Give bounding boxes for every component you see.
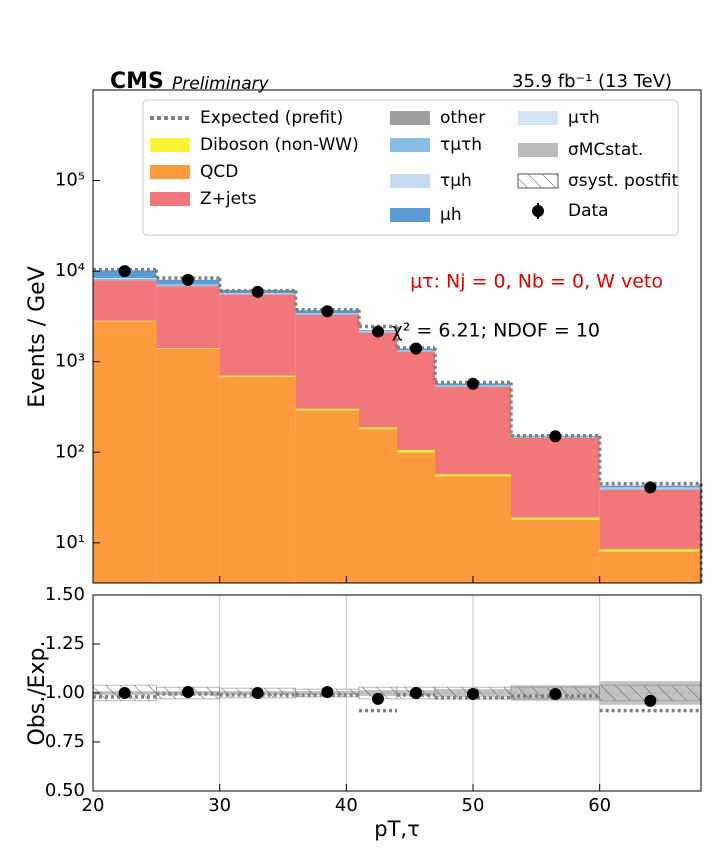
x-tick-label: 40: [335, 795, 358, 816]
x-axis-title: pT,τ: [374, 817, 419, 841]
y-tick-label: 10²: [55, 441, 85, 462]
legend-swatch: [518, 111, 558, 125]
stack-bar: [156, 349, 220, 583]
ratio-y-tick-label: 1.00: [45, 682, 85, 703]
legend-swatch: [390, 138, 430, 152]
stack-bar: [359, 427, 397, 430]
stack-bar: [511, 519, 600, 583]
legend-swatch: [517, 173, 559, 189]
legend-label: Diboson (non-WW): [200, 135, 359, 155]
legend-label: Expected (prefit): [200, 108, 343, 128]
ratio-y-tick-label: 1.25: [45, 633, 85, 654]
stack-bar: [219, 375, 296, 377]
stack-bar: [397, 351, 435, 450]
stack-bar: [295, 314, 359, 409]
legend-label: σsyst. postfit: [568, 171, 678, 191]
stack-bar: [599, 549, 701, 552]
ratio-y-axis-title: Obs./Exp.: [25, 640, 50, 745]
ratio-point: [118, 687, 131, 699]
stack-bar: [156, 348, 220, 350]
legend-label: other: [440, 108, 485, 128]
stack-bar: [93, 278, 157, 281]
ratio-point: [644, 694, 657, 707]
legend-label: τμh: [440, 171, 472, 191]
ratio-point: [372, 692, 384, 705]
stack-bar: [435, 386, 511, 475]
legend-box: [142, 99, 679, 236]
data-point: [549, 430, 562, 443]
legend-swatch: [150, 138, 190, 152]
x-tick-label: 60: [588, 795, 611, 816]
data-point: [372, 325, 384, 338]
lumi-label: 35.9 fb⁻¹ (13 TeV): [512, 71, 672, 92]
legend-label: μτh: [568, 108, 600, 128]
legend-swatch: [518, 143, 558, 157]
data-point: [182, 273, 194, 286]
legend-label: μh: [440, 205, 462, 225]
annotation: χ² = 6.21; NDOF = 10: [392, 320, 600, 342]
stack-bar: [397, 449, 435, 453]
stack-bar: [156, 286, 220, 349]
annotation: μτ: Nj = 0, Nb = 0, W veto: [410, 271, 663, 293]
data-point: [644, 481, 657, 494]
stack-bar: [359, 429, 397, 583]
ratio-y-tick-label: 1.50: [45, 584, 85, 605]
legend-swatch: [390, 208, 430, 222]
stack-bar: [511, 517, 600, 520]
y-tick-label: 10³: [55, 351, 85, 372]
y-tick-label: 10⁵: [55, 170, 85, 191]
plot-frame: [92, 89, 702, 584]
stack-bar: [435, 474, 511, 477]
x-tick-label: 30: [208, 795, 231, 816]
y-axis-title: Events / GeV: [25, 266, 50, 408]
ratio-y-tick-label: 0.75: [45, 731, 85, 752]
ratio-point: [321, 686, 334, 699]
legend-label: QCD: [200, 162, 238, 182]
stack-bar: [219, 376, 296, 583]
ratio-point: [410, 687, 422, 699]
stack-bar: [359, 332, 397, 428]
data-point: [251, 285, 264, 298]
stack-bar: [511, 437, 600, 518]
data-point: [410, 342, 422, 355]
stack-bar: [93, 321, 157, 583]
y-tick-label: 10¹: [55, 532, 85, 553]
legend-label: Data: [568, 201, 609, 221]
stack-bar: [219, 294, 296, 376]
ratio-point: [467, 687, 479, 700]
stack-bar: [435, 476, 511, 583]
data-point: [118, 265, 131, 278]
chart-subtitle: Preliminary: [172, 74, 270, 94]
ratio-point: [182, 686, 194, 699]
x-tick-label: 20: [82, 795, 105, 816]
stack-bar: [93, 280, 157, 321]
legend-swatch: [390, 111, 430, 125]
stack-bar: [599, 551, 701, 583]
legend-label: Z+jets: [200, 189, 257, 209]
legend-swatch: [150, 192, 190, 206]
x-tick-label: 50: [462, 795, 485, 816]
stack-bar: [295, 410, 359, 583]
legend-label: σMCstat.: [568, 140, 643, 160]
data-point: [467, 377, 479, 390]
y-tick-label: 10⁴: [55, 260, 85, 281]
stack-bar: [599, 489, 701, 550]
stack-bar: [397, 452, 435, 583]
legend-label: τμτh: [440, 135, 482, 155]
legend-swatch: [390, 174, 430, 188]
ratio-y-tick-label: 0.50: [45, 780, 85, 801]
data-point: [321, 305, 334, 318]
stack-bar: [295, 408, 359, 411]
ratio-point: [549, 687, 562, 700]
ratio-point: [251, 687, 264, 699]
legend-swatch: [150, 165, 190, 179]
